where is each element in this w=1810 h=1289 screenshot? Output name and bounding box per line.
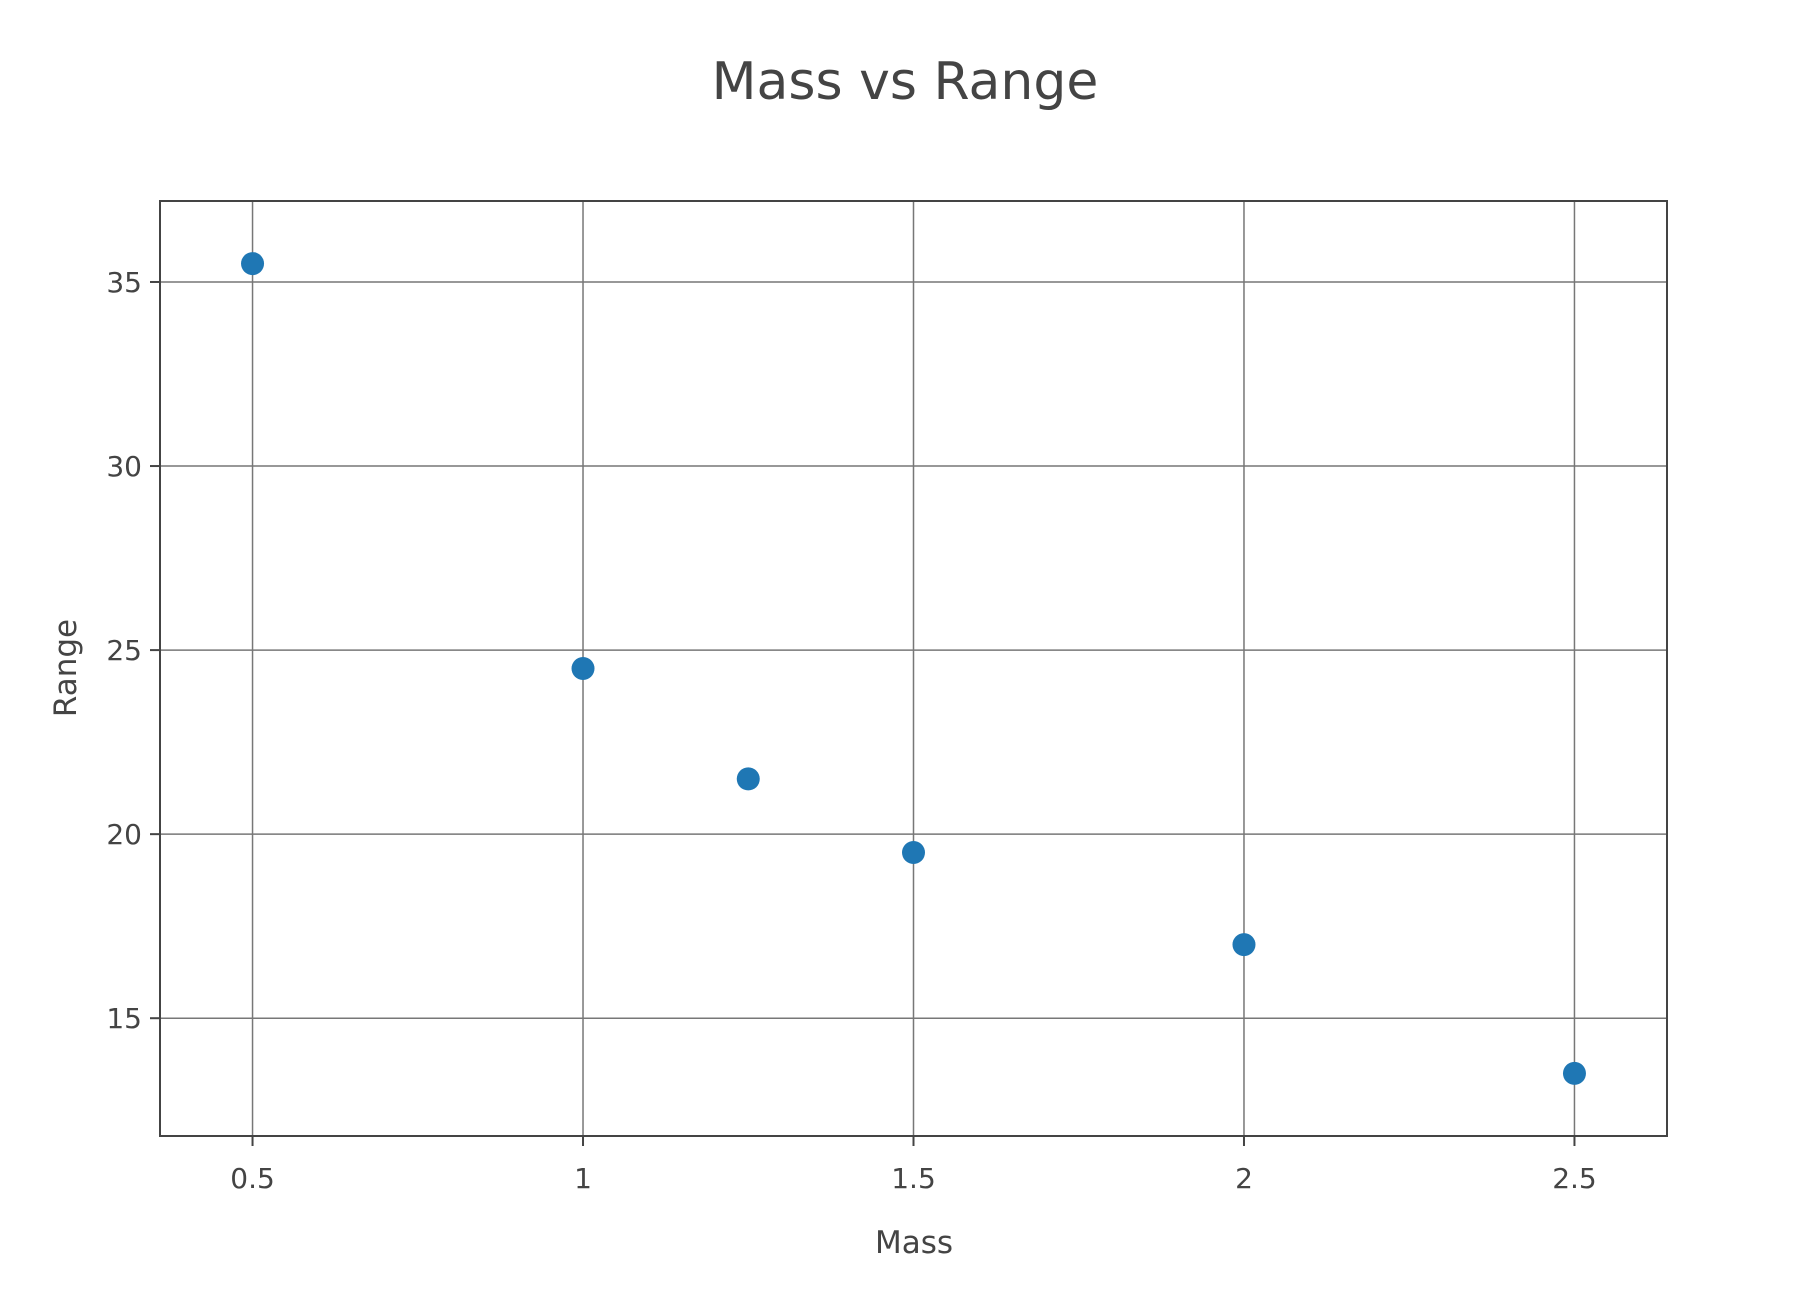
data-point [902,841,925,865]
x-tick-label: 0.5 [230,1162,275,1195]
x-axis-title: Mass [875,1225,953,1261]
grid-lines [160,201,1667,1136]
x-tick-label: 2.5 [1552,1162,1597,1195]
y-axis-title: Range [48,619,84,717]
y-tick-label: 25 [106,634,142,667]
x-tick-label: 1.5 [891,1162,936,1195]
axis-ticks: 0.5 1 1.5 2 2.5 15 20 25 30 35 [106,266,1596,1195]
y-tick-label: 35 [106,266,142,299]
x-tick-label: 2 [1235,1162,1253,1195]
data-point [241,252,265,276]
chart-title: Mass vs Range [712,52,1099,112]
data-point [1232,933,1256,957]
data-point [571,657,595,680]
x-tick-label: 1 [574,1162,592,1195]
y-tick-label: 15 [106,1002,142,1035]
data-point [1562,1061,1586,1085]
data-point [736,767,760,791]
data-points [241,252,1586,1085]
y-tick-label: 30 [106,450,142,483]
y-tick-label: 20 [106,818,142,851]
